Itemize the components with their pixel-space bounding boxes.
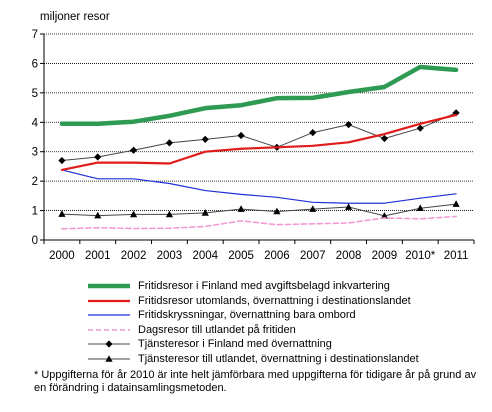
series-lines [58, 64, 460, 230]
legend-label: Dagsresor till utlandet på fritiden [138, 323, 296, 336]
legend-item: Tjänsteresor i Finland med övernattning [86, 337, 486, 352]
gridlines [44, 33, 474, 211]
legend-swatch [88, 284, 130, 289]
x-tick-label: 2010* [405, 250, 436, 262]
x-tick-label: 2008 [336, 250, 362, 262]
data-point [380, 212, 389, 219]
data-point [58, 156, 66, 165]
data-point [344, 203, 353, 210]
footnote: * Uppgifterna för år 2010 är inte helt j… [34, 369, 477, 394]
series-1 [59, 64, 459, 127]
series-line [61, 169, 457, 204]
data-point [344, 121, 353, 129]
legend-label: Fritidsresor utomlands, övernattning i d… [138, 294, 411, 307]
x-tick-label: 2007 [300, 250, 326, 262]
data-point [273, 207, 281, 215]
series-3 [61, 169, 457, 204]
legend-item: Tjänsteresor till utlandet, övernattning… [86, 352, 486, 367]
legend-item: Dagsresor till utlandet på fritiden [86, 323, 486, 338]
legend-label: Tjänsteresor i Finland med övernattning [138, 338, 332, 351]
data-point [237, 205, 245, 212]
legend-item: Fritidsresor i Finland med avgiftsbelagd… [86, 279, 486, 294]
y-tick-label: 7 [32, 29, 38, 41]
data-point [201, 135, 209, 143]
series-line [61, 203, 457, 217]
legend-label: Tjänsteresor till utlandet, övernattning… [138, 352, 419, 365]
x-tick-label: 2011 [444, 250, 469, 262]
series-line [61, 215, 457, 230]
y-tick-label: 6 [32, 58, 38, 70]
y-tick-label: 5 [32, 88, 38, 100]
legend-swatch [88, 299, 130, 302]
data-point [94, 211, 102, 219]
series-line [60, 113, 458, 172]
series-line [59, 64, 459, 127]
x-tick-label: 2005 [228, 250, 254, 262]
series-2 [60, 113, 458, 172]
legend-label: Fritidskryssningar, övernattning bara om… [138, 309, 356, 322]
legend-swatch [88, 328, 130, 331]
data-point [129, 210, 138, 218]
data-point [165, 210, 174, 218]
data-point [237, 131, 245, 140]
legend-item: Fritidsresor utomlands, övernattning i d… [86, 294, 486, 309]
x-tick-label: 2009 [372, 250, 398, 262]
series-5 [58, 109, 460, 165]
data-point [94, 153, 102, 161]
x-tick-label: 2000 [49, 250, 75, 262]
x-tick-label: 2002 [121, 250, 147, 262]
y-tick-label: 0 [32, 235, 38, 247]
x-tick-label: 2003 [157, 250, 183, 262]
y-tick-label: 1 [32, 206, 38, 218]
data-point [452, 109, 460, 117]
y-tick-label: 2 [32, 176, 38, 188]
x-tick-label: 2004 [192, 250, 218, 262]
series-line [61, 112, 457, 162]
data-point [105, 354, 113, 362]
series-4 [61, 215, 457, 230]
data-point [416, 124, 424, 132]
data-point [58, 210, 66, 217]
data-point [309, 205, 317, 212]
legend-swatch [88, 354, 130, 362]
data-point [129, 146, 138, 154]
legend: Fritidsresor i Finland med avgiftsbelagd… [86, 279, 486, 366]
x-tick-label: 2001 [85, 250, 111, 262]
axes: 0 1 2 3 4 5 6 7 2000 2001 2002 2003 2004 2005 2006 2007… [32, 29, 475, 262]
data-point [165, 139, 174, 147]
data-point [105, 340, 113, 348]
legend-item: Fritidskryssningar, övernattning bara om… [86, 308, 486, 323]
y-tick-label: 4 [32, 117, 39, 129]
legend-swatch [88, 314, 130, 316]
data-point [452, 200, 460, 207]
data-point [309, 128, 317, 137]
series-6 [58, 200, 460, 219]
y-tick-label: 3 [32, 147, 38, 159]
legend-swatch [88, 340, 130, 348]
data-point [416, 204, 424, 212]
legend-label: Fritidsresor i Finland med avgiftsbelagd… [138, 280, 390, 293]
x-tick-label: 2006 [264, 250, 290, 262]
y-axis-title: miljoner resor [40, 11, 110, 23]
data-point [380, 134, 389, 143]
data-point [201, 209, 209, 216]
